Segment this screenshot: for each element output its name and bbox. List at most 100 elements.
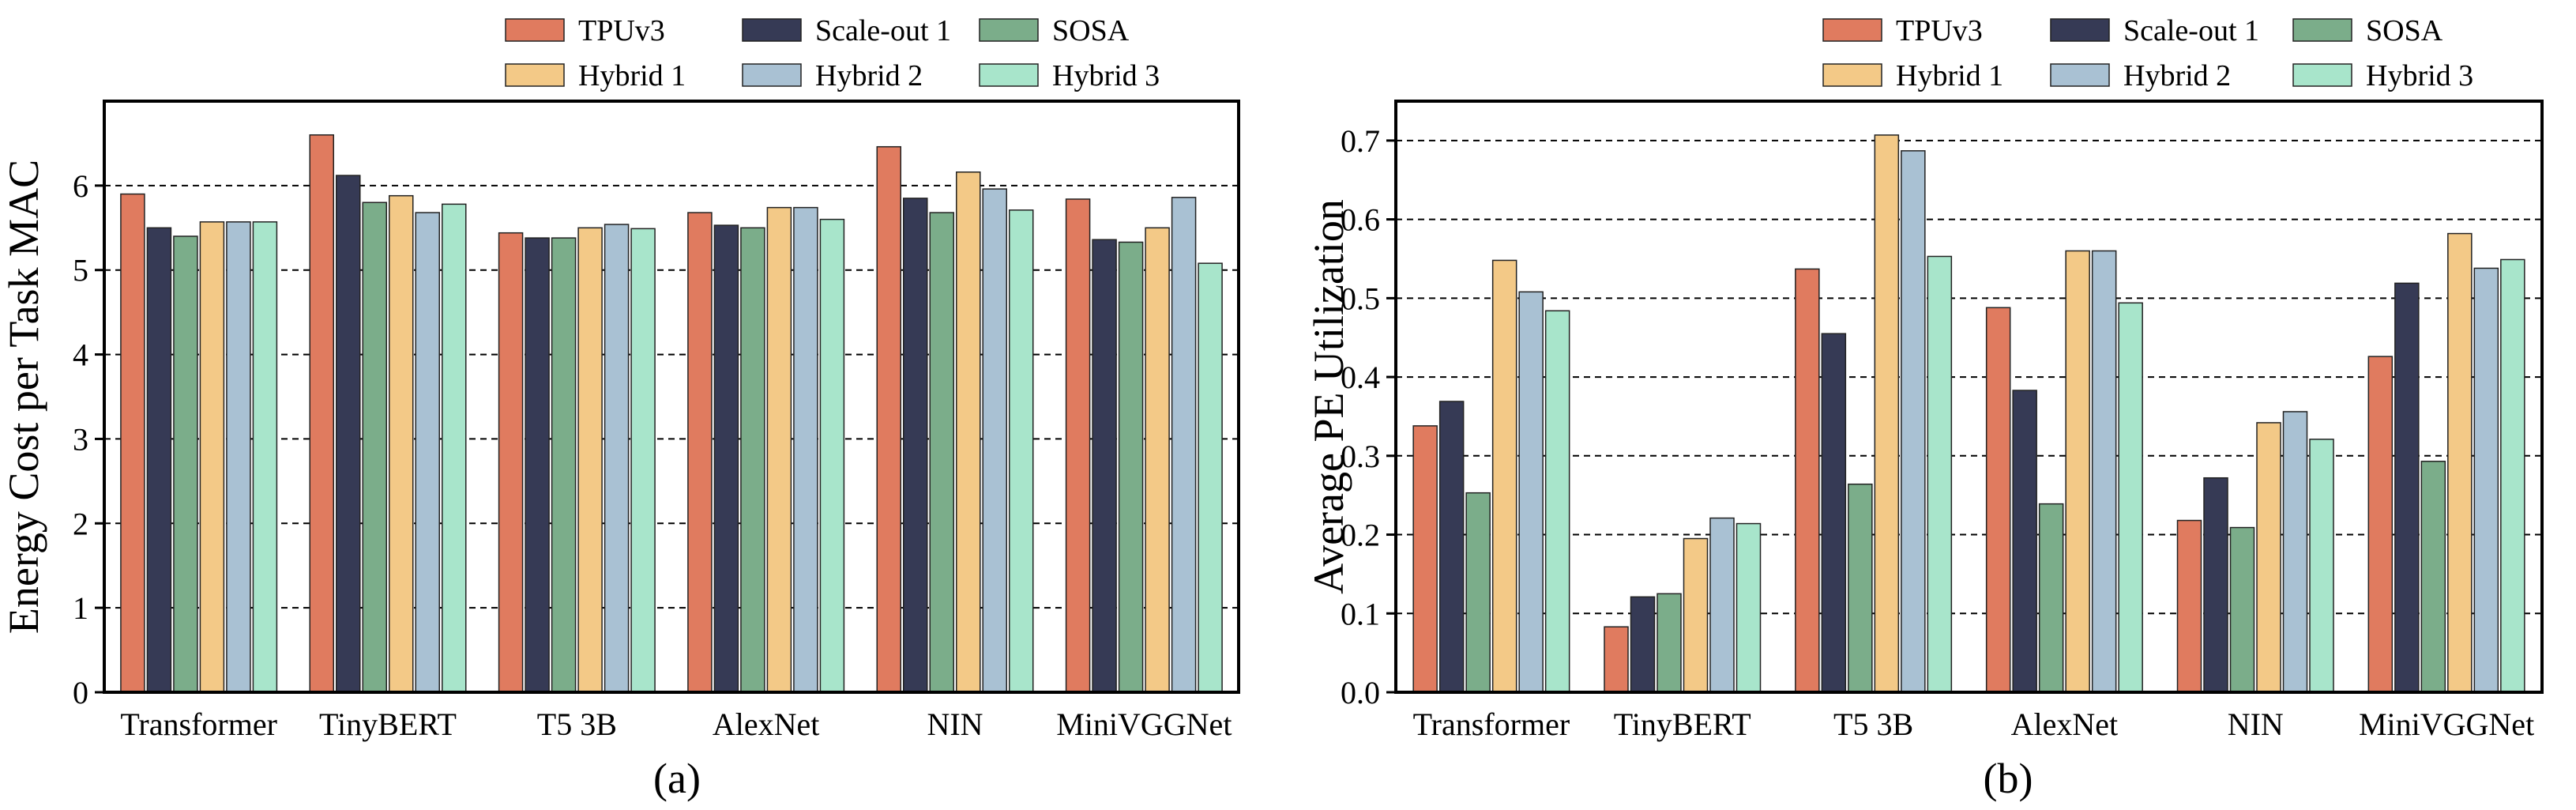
bar-a-hybrid-2-t5-3b [604, 224, 630, 693]
plot-frame-b [1394, 100, 2544, 694]
bar-a-sosa-minivggnet [1118, 241, 1144, 693]
legend-swatch-a-2 [979, 18, 1039, 42]
y-tick-label-b-2: 0.2 [1341, 518, 1380, 553]
y-tick-label-a-5: 5 [73, 253, 88, 288]
bar-b-tpuv3-transformer [1412, 425, 1438, 693]
legend-label-a-1: Scale-out 1 [815, 14, 951, 47]
y-tick-label-a-3: 3 [73, 421, 88, 457]
bar-b-hybrid-3-tinybert [1736, 522, 1762, 693]
bar-b-hybrid-1-t5-3b [1874, 134, 1900, 693]
bar-b-hybrid-3-minivggnet [2500, 258, 2525, 693]
bar-a-sosa-nin [929, 212, 954, 693]
y-tick-label-a-1: 1 [73, 590, 88, 626]
bar-b-scale-out-1-minivggnet [2394, 282, 2420, 693]
bar-b-sosa-tinybert [1657, 593, 1682, 693]
x-category-label-a-0: Transformer [120, 706, 277, 742]
y-tick-label-b-7: 0.7 [1341, 123, 1380, 159]
y-tick-label-b-0: 0.0 [1341, 675, 1380, 710]
plot-frame-a [103, 100, 1240, 694]
legend-swatch-a-3 [505, 63, 565, 87]
bar-b-tpuv3-nin [2176, 519, 2202, 693]
y-tick-label-a-4: 4 [73, 337, 88, 373]
legend-swatch-a-0 [505, 18, 565, 42]
bar-a-hybrid-2-minivggnet [1171, 197, 1197, 693]
chart-b: 0.0 0.1 0.2 0.3 0.4 0.5 0.6 0.7 Transformer TinyB… [1305, 14, 2544, 802]
bar-a-hybrid-1-nin [956, 171, 981, 693]
x-category-label-b-2: T5 3B [1833, 706, 1913, 742]
bar-b-scale-out-1-tinybert [1630, 596, 1656, 693]
legend-swatch-b-1 [2050, 18, 2110, 42]
x-category-label-a-3: AlexNet [713, 706, 820, 742]
caption-b: (b) [1984, 755, 2033, 802]
bar-a-tpuv3-nin [876, 145, 901, 693]
legend-label-a-0: TPUv3 [578, 14, 665, 47]
legend-label-b-4: Hybrid 2 [2123, 59, 2231, 92]
bar-b-tpuv3-t5-3b [1795, 268, 1820, 693]
bar-a-hybrid-1-tinybert [389, 194, 414, 693]
y-axis-label-b: Average PE Utilization [1305, 199, 1352, 594]
legend-swatch-a-1 [742, 18, 802, 42]
bar-a-hybrid-1-alexnet [766, 206, 792, 693]
caption-a: (a) [653, 755, 701, 802]
bar-a-hybrid-3-tinybert [442, 203, 467, 693]
y-tick-label-b-1: 0.1 [1341, 596, 1380, 631]
legend-label-a-3: Hybrid 1 [578, 59, 686, 92]
bar-b-sosa-alexnet [2038, 503, 2064, 693]
y-tick-label-a-2: 2 [73, 506, 88, 541]
legend-label-a-4: Hybrid 2 [815, 59, 923, 92]
bar-b-scale-out-1-t5-3b [1821, 333, 1847, 693]
bar-a-hybrid-3-transformer [252, 221, 278, 693]
legend-swatch-b-0 [1822, 18, 1882, 42]
legend-label-b-5: Hybrid 3 [2366, 59, 2473, 92]
bar-b-hybrid-3-nin [2309, 439, 2334, 693]
y-tick-label-b-3: 0.3 [1341, 439, 1380, 474]
bar-a-tpuv3-t5-3b [498, 232, 524, 693]
x-category-label-b-1: TinyBERT [1614, 706, 1751, 742]
legend-label-a-2: SOSA [1052, 14, 1130, 47]
legend-swatch-b-4 [2050, 63, 2110, 87]
bar-b-tpuv3-minivggnet [2367, 356, 2394, 693]
legend-swatch-a-4 [742, 63, 802, 87]
bar-a-hybrid-1-t5-3b [577, 227, 603, 693]
bar-b-hybrid-2-nin [2282, 411, 2308, 693]
bar-b-tpuv3-tinybert [1604, 626, 1629, 693]
legend-swatch-b-3 [1822, 63, 1882, 87]
y-tick-label-a-0: 0 [73, 675, 88, 710]
bar-b-hybrid-1-tinybert [1683, 537, 1709, 693]
x-category-label-b-3: AlexNet [2011, 706, 2119, 742]
bar-b-hybrid-2-alexnet [2091, 250, 2117, 693]
bar-a-hybrid-3-nin [1009, 209, 1034, 693]
bar-b-scale-out-1-alexnet [2012, 390, 2037, 693]
bar-b-hybrid-2-minivggnet [2473, 267, 2499, 693]
bar-a-scale-out-1-transformer [146, 227, 172, 693]
bar-a-hybrid-2-transformer [226, 221, 251, 693]
y-axis-label-a: Energy Cost per Task MAC [0, 160, 47, 634]
legend-swatch-a-5 [979, 63, 1039, 87]
x-category-label-b-0: Transformer [1413, 706, 1570, 742]
bar-b-scale-out-1-nin [2203, 477, 2228, 693]
bar-b-hybrid-1-nin [2256, 422, 2281, 693]
bar-a-tpuv3-alexnet [687, 212, 713, 693]
x-category-label-a-5: MiniVGGNet [1056, 706, 1232, 742]
bar-a-hybrid-2-tinybert [415, 212, 440, 693]
bar-b-hybrid-1-alexnet [2065, 250, 2090, 693]
bar-a-tpuv3-transformer [120, 193, 145, 693]
x-category-label-b-4: NIN [2228, 706, 2284, 742]
y-tick-label-b-5: 0.5 [1341, 281, 1380, 316]
bar-b-hybrid-3-transformer [1544, 310, 1570, 693]
bar-a-sosa-t5-3b [551, 237, 577, 693]
bar-a-sosa-alexnet [740, 227, 765, 693]
bar-b-sosa-t5-3b [1848, 483, 1873, 693]
bar-a-scale-out-1-tinybert [336, 175, 361, 693]
chart-a: 0 1 2 3 4 5 6 Transformer TinyBERT T5 3B AlexNet NI… [0, 14, 1240, 802]
legend-swatch-b-5 [2292, 63, 2352, 87]
bar-a-hybrid-3-minivggnet [1198, 262, 1223, 693]
bar-a-hybrid-1-transformer [199, 221, 225, 693]
legend-label-b-2: SOSA [2366, 14, 2443, 47]
legend-swatch-b-2 [2292, 18, 2352, 42]
legend-label-a-5: Hybrid 3 [1052, 59, 1160, 92]
bar-a-scale-out-1-nin [903, 198, 928, 693]
bar-b-tpuv3-alexnet [1985, 307, 2011, 693]
bar-a-sosa-tinybert [362, 202, 387, 693]
